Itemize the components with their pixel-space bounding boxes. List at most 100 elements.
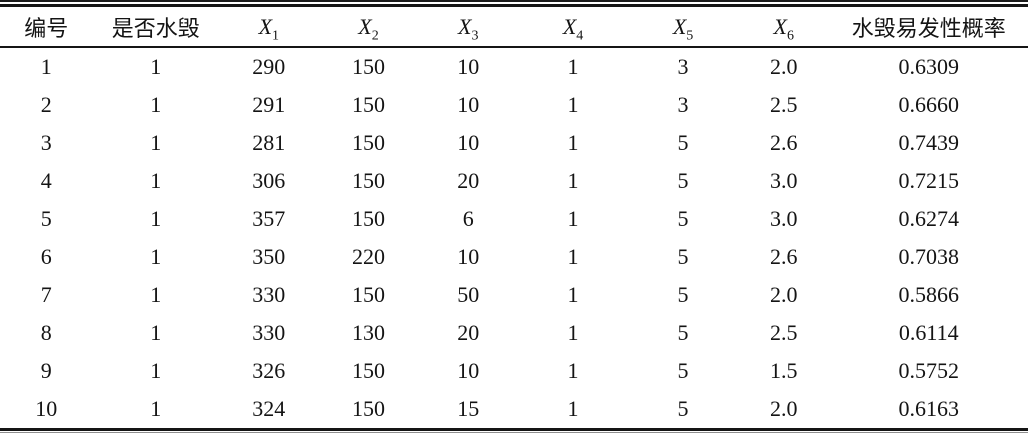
table-cell: 6 (462, 206, 474, 231)
table-cell: 1 (567, 396, 579, 421)
table-cell: 1 (150, 206, 162, 231)
table-row: 7 1 330 150 50 1 5 2.0 0.5866 (0, 276, 1028, 314)
table-cell: 1 (567, 54, 579, 79)
table-cell: 10 (457, 358, 480, 383)
table-cell: 10 (35, 396, 58, 421)
table-cell: 5 (40, 206, 52, 231)
table-cell: 1 (567, 244, 579, 269)
variable-symbol: X (562, 13, 577, 39)
column-header: 编号 (0, 5, 93, 48)
table-cell: 350 (252, 244, 286, 269)
table-cell: 1 (150, 54, 162, 79)
table-cell: 1 (567, 282, 579, 307)
variable-subscript: 1 (272, 27, 280, 43)
table-cell: 290 (252, 54, 286, 79)
table-cell: 20 (457, 320, 480, 345)
table-cell: 1 (150, 244, 162, 269)
table-cell: 5 (677, 244, 689, 269)
column-header: X4 (518, 5, 629, 48)
table-cell: 8 (40, 320, 52, 345)
table-cell: 324 (252, 396, 286, 421)
table-cell: 15 (457, 396, 480, 421)
table-cell: 1 (567, 168, 579, 193)
table-cell: 150 (352, 358, 385, 383)
table-cell: 1 (567, 320, 579, 345)
table-cell: 1 (150, 168, 162, 193)
table-cell: 0.5866 (898, 282, 960, 307)
table-cell: 5 (677, 358, 689, 383)
table-cell: 1 (150, 92, 162, 117)
column-header: X2 (318, 5, 419, 48)
table-cell: 281 (252, 130, 286, 155)
table-row: 10 1 324 150 15 1 5 2.0 0.6163 (0, 390, 1028, 430)
table-cell: 220 (352, 244, 385, 269)
table-cell: 306 (252, 168, 286, 193)
table-cell: 150 (352, 282, 385, 307)
table-row: 1 1 290 150 10 1 3 2.0 0.6309 (0, 47, 1028, 86)
table-cell: 0.6274 (898, 206, 960, 231)
table-cell: 1 (150, 396, 162, 421)
table-cell: 357 (252, 206, 286, 231)
table-cell: 0.7038 (898, 244, 960, 269)
table-cell: 1 (567, 92, 579, 117)
table-row: 3 1 281 150 10 1 5 2.6 0.7439 (0, 124, 1028, 162)
table-cell: 2.6 (770, 130, 798, 155)
table-cell: 0.5752 (898, 358, 960, 383)
table-cell: 1 (150, 282, 162, 307)
variable-subscript: 3 (471, 27, 479, 43)
table-cell: 5 (677, 320, 689, 345)
table-cell: 150 (352, 168, 385, 193)
table-cell: 5 (677, 282, 689, 307)
table-cell: 1 (567, 358, 579, 383)
table-cell: 291 (252, 92, 286, 117)
table-cell: 2 (40, 92, 52, 117)
table-row: 4 1 306 150 20 1 5 3.0 0.7215 (0, 162, 1028, 200)
data-table: 编号 是否水毁 X1 X2 X3 X4 X5 X6 水毁易发性概率 1 1 290 150 10 1 3 2.… (0, 4, 1028, 431)
table-cell: 1.5 (770, 358, 798, 383)
table-cell: 150 (352, 54, 385, 79)
column-header: X3 (418, 5, 519, 48)
table-row: 2 1 291 150 10 1 3 2.5 0.6660 (0, 86, 1028, 124)
table-cell: 1 (150, 358, 162, 383)
table-cell: 150 (352, 92, 385, 117)
table-cell: 3 (677, 54, 689, 79)
table-cell: 2.5 (770, 92, 798, 117)
table-cell: 2.0 (770, 282, 798, 307)
table-cell: 0.6163 (898, 396, 960, 421)
table-cell: 3 (40, 130, 52, 155)
table-cell: 150 (352, 206, 385, 231)
table-cell: 1 (567, 130, 579, 155)
table-cell: 5 (677, 168, 689, 193)
table-cell: 4 (40, 168, 52, 193)
table-cell: 1 (150, 130, 162, 155)
column-header: X5 (628, 5, 739, 48)
table-cell: 3.0 (770, 168, 798, 193)
column-header: X6 (738, 5, 830, 48)
table-cell: 2.0 (770, 396, 798, 421)
table-cell: 150 (352, 396, 385, 421)
column-header: 水毁易发性概率 (829, 5, 1028, 48)
table-cell: 7 (40, 282, 52, 307)
table-cell: 10 (457, 130, 480, 155)
variable-subscript: 5 (686, 27, 694, 43)
table-cell: 20 (457, 168, 480, 193)
table-cell: 1 (40, 54, 52, 79)
table-header: 编号 是否水毁 X1 X2 X3 X4 X5 X6 水毁易发性概率 (0, 5, 1028, 48)
table-cell: 0.7215 (898, 168, 960, 193)
table-cell: 5 (677, 396, 689, 421)
variable-symbol: X (457, 13, 472, 39)
table-cell: 326 (252, 358, 286, 383)
table-cell: 3 (677, 92, 689, 117)
table-cell: 0.6309 (898, 54, 960, 79)
variable-subscript: 6 (787, 27, 794, 43)
table-cell: 5 (677, 206, 689, 231)
table-cell: 5 (677, 130, 689, 155)
table-cell: 2.6 (770, 244, 798, 269)
table-row: 9 1 326 150 10 1 5 1.5 0.5752 (0, 352, 1028, 390)
table-body: 1 1 290 150 10 1 3 2.0 0.6309 2 1 291 150 10 1 3 2.5 0.66… (0, 47, 1028, 430)
variable-subscript: 4 (576, 27, 584, 43)
table-cell: 10 (457, 92, 480, 117)
table-header-row: 编号 是否水毁 X1 X2 X3 X4 X5 X6 水毁易发性概率 (0, 5, 1028, 48)
variable-subscript: 2 (371, 27, 379, 43)
